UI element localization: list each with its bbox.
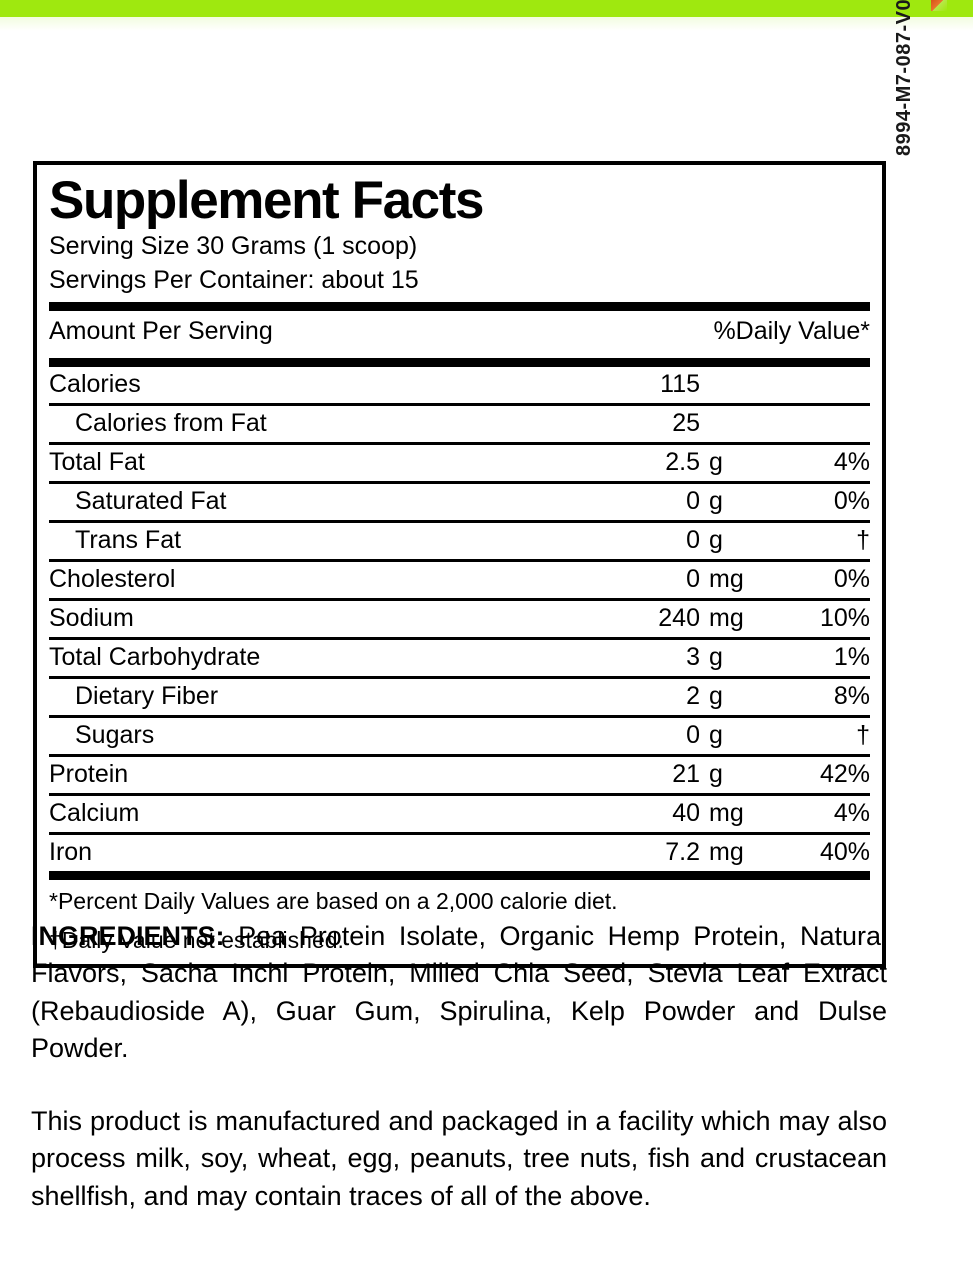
table-row: Calories 115 — [49, 367, 870, 403]
allergen-disclaimer: This product is manufactured and package… — [31, 1106, 887, 1211]
table-row: Sodium 240 mg 10% — [49, 601, 870, 637]
nutrient-daily-value: † — [856, 721, 870, 750]
ingredients-block: INGREDIENTS: Pea Protein Isolate, Organi… — [31, 918, 887, 1067]
nutrient-unit: mg — [709, 838, 744, 867]
nutrient-amount: 25 — [672, 409, 700, 438]
nutrition-table: Calories 115 Calories from Fat 25 Total Fat 2… — [49, 367, 870, 871]
table-row: Trans Fat 0 g † — [49, 523, 870, 559]
nutrient-amount: 2.5 — [665, 448, 700, 477]
nutrient-unit: mg — [709, 799, 744, 828]
nutrient-unit: g — [709, 682, 723, 711]
nutrient-daily-value: 0% — [833, 487, 870, 516]
nutrient-name: Cholesterol — [49, 565, 176, 594]
table-row: Dietary Fiber 2 g 8% — [49, 679, 870, 715]
nutrient-amount: 240 — [658, 604, 700, 633]
top-green-band — [0, 0, 973, 17]
nutrient-daily-value: 8% — [833, 682, 870, 711]
servings-per-container: Servings Per Container: about 15 — [49, 266, 419, 295]
table-row: Cholesterol 0 mg 0% — [49, 562, 870, 598]
nutrient-amount: 115 — [660, 370, 700, 399]
panel-title: Supplement Facts — [49, 171, 484, 230]
row-divider — [49, 754, 870, 758]
nutrient-name: Total Fat — [49, 448, 145, 477]
lot-code: 8994-M7-087-V02-454 — [893, 0, 915, 156]
nutrient-name: Sodium — [49, 604, 134, 633]
nutrient-amount: 21 — [672, 760, 700, 789]
amount-per-serving-label: Amount Per Serving — [49, 317, 273, 346]
table-row: Iron 7.2 mg 40% — [49, 835, 870, 871]
nutrient-name: Total Carbohydrate — [49, 643, 261, 672]
table-row: Calcium 40 mg 4% — [49, 796, 870, 832]
nutrient-amount: 40 — [672, 799, 700, 828]
table-row: Total Carbohydrate 3 g 1% — [49, 640, 870, 676]
table-row: Calories from Fat 25 — [49, 406, 870, 442]
nutrient-amount: 0 — [686, 565, 700, 594]
nutrient-name: Trans Fat — [75, 526, 182, 555]
nutrient-name: Calories from Fat — [75, 409, 267, 438]
nutrient-name: Calories — [49, 370, 141, 399]
nutrient-unit: g — [709, 721, 723, 750]
ingredients-text: Pea Protein Isolate, Organic Hemp Protei… — [31, 921, 887, 1063]
nutrient-daily-value: 4% — [833, 799, 870, 828]
nutrient-daily-value: 42% — [819, 760, 870, 789]
supplement-facts-panel: Supplement Facts Serving Size 30 Grams (… — [33, 161, 886, 968]
row-divider — [49, 715, 870, 719]
nutrient-name: Saturated Fat — [75, 487, 227, 516]
nutrient-amount: 0 — [686, 487, 700, 516]
row-divider — [49, 559, 870, 563]
nutrient-unit: g — [709, 448, 723, 477]
corner-print-mark — [931, 0, 947, 11]
rule-thick-top — [49, 302, 870, 312]
nutrient-name: Calcium — [49, 799, 140, 828]
nutrient-daily-value: 0% — [833, 565, 870, 594]
serving-size: Serving Size 30 Grams (1 scoop) — [49, 232, 418, 261]
nutrient-daily-value: 10% — [819, 604, 870, 633]
table-header-row: Amount Per Serving %Daily Value* — [49, 311, 870, 353]
row-divider — [49, 520, 870, 524]
row-divider — [49, 403, 870, 407]
nutrient-unit: mg — [709, 565, 744, 594]
nutrient-name: Dietary Fiber — [75, 682, 219, 711]
nutrient-unit: mg — [709, 604, 744, 633]
nutrient-daily-value: † — [856, 526, 870, 555]
nutrient-amount: 0 — [686, 721, 700, 750]
nutrient-name: Iron — [49, 838, 93, 867]
nutrient-amount: 0 — [686, 526, 700, 555]
nutrient-unit: g — [709, 760, 723, 789]
nutrient-amount: 7.2 — [665, 838, 700, 867]
row-divider — [49, 598, 870, 602]
nutrient-name: Sugars — [75, 721, 155, 750]
nutrient-amount: 2 — [686, 682, 700, 711]
nutrient-unit: g — [709, 487, 723, 516]
table-row: Saturated Fat 0 g 0% — [49, 484, 870, 520]
nutrient-amount: 3 — [686, 643, 700, 672]
rule-thick-bottom — [49, 871, 870, 881]
row-divider — [49, 637, 870, 641]
green-band-fade — [0, 17, 973, 31]
row-divider — [49, 793, 870, 797]
footnote-percent-daily-value: *Percent Daily Values are based on a 2,0… — [49, 888, 618, 915]
row-divider — [49, 676, 870, 680]
nutrient-daily-value: 40% — [819, 838, 870, 867]
nutrient-unit: g — [709, 643, 723, 672]
row-divider — [49, 442, 870, 446]
nutrient-name: Protein — [49, 760, 129, 789]
daily-value-label: %Daily Value* — [713, 317, 870, 346]
nutrient-unit: g — [709, 526, 723, 555]
row-divider — [49, 481, 870, 485]
table-row: Total Fat 2.5 g 4% — [49, 445, 870, 481]
footnote-dagger: †Daily Value not established. — [49, 926, 344, 953]
table-row: Sugars 0 g † — [49, 718, 870, 754]
nutrient-daily-value: 4% — [833, 448, 870, 477]
row-divider — [49, 832, 870, 836]
table-row: Protein 21 g 42% — [49, 757, 870, 793]
rule-thick-header — [49, 358, 870, 368]
ingredients-label: INGREDIENTS: — [31, 921, 225, 951]
nutrient-daily-value: 1% — [833, 643, 870, 672]
